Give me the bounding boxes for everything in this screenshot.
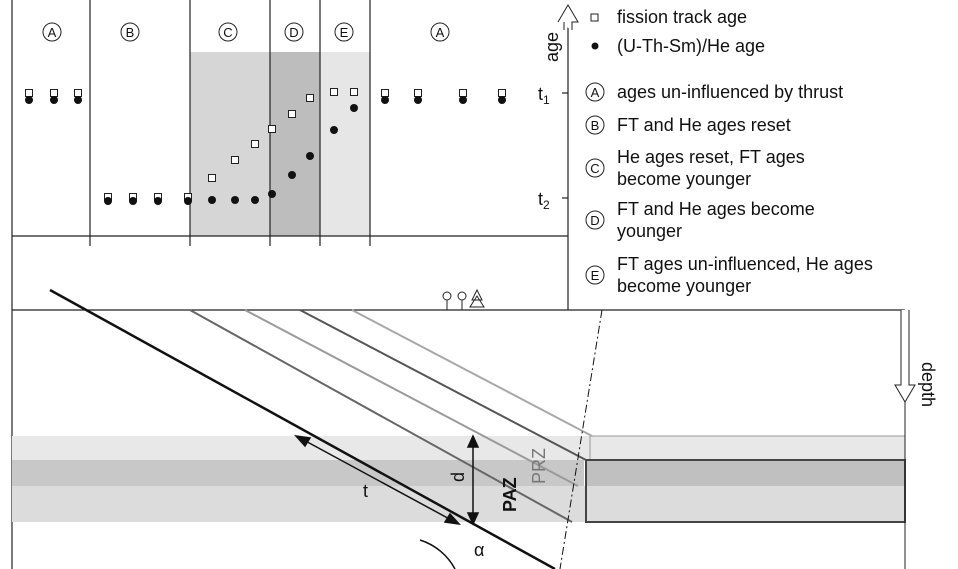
d-label: d xyxy=(448,472,468,482)
ft-age-marker xyxy=(499,90,506,97)
legend-text: younger xyxy=(617,221,682,241)
legend-text: (U-Th-Sm)/He age xyxy=(617,36,765,56)
zone-letter: A xyxy=(48,25,57,40)
prz-label: PRZ xyxy=(529,448,549,484)
ft-age-marker xyxy=(75,90,82,97)
zone-letter: D xyxy=(590,213,599,228)
zone-letter: E xyxy=(591,268,600,283)
legend-text: FT and He ages become xyxy=(617,199,815,219)
he-age-marker xyxy=(25,96,33,104)
zone-letter: C xyxy=(223,25,232,40)
ft-age-marker xyxy=(351,89,358,96)
he-age-marker xyxy=(381,96,389,104)
legend-text: He ages reset, FT ages xyxy=(617,147,805,167)
zone-e-fill xyxy=(320,52,370,236)
ft-age-marker xyxy=(209,175,216,182)
zone-letter: A xyxy=(591,85,600,100)
zone-d-fill xyxy=(270,52,320,236)
legend-text: ages un-influenced by thrust xyxy=(617,82,843,102)
zone-letter: E xyxy=(340,25,349,40)
legend-text: become younger xyxy=(617,169,751,189)
ft-age-marker xyxy=(382,90,389,97)
ft-age-marker xyxy=(331,89,338,96)
zone-letter: D xyxy=(289,25,298,40)
ft-age-marker xyxy=(415,90,422,97)
ft-age-marker xyxy=(232,157,239,164)
trees xyxy=(443,290,484,310)
he-age-marker xyxy=(129,197,137,205)
he-age-marker xyxy=(330,126,338,134)
zone-letter: B xyxy=(126,25,135,40)
prz-band-right xyxy=(590,436,905,460)
he-age-marker xyxy=(414,96,422,104)
he-age-marker xyxy=(251,196,259,204)
he-age-marker xyxy=(306,152,314,160)
ft-age-marker xyxy=(269,126,276,133)
band-left xyxy=(12,486,572,522)
he-age-marker xyxy=(268,190,276,198)
he-age-marker xyxy=(231,196,239,204)
alpha-label: α xyxy=(474,540,484,560)
ft-age-marker xyxy=(26,90,33,97)
ft-age-marker xyxy=(51,90,58,97)
t2-label: t2 xyxy=(538,189,550,212)
legend-square xyxy=(591,14,598,21)
he-age-marker xyxy=(288,171,296,179)
he-age-marker xyxy=(104,197,112,205)
legend-text: become younger xyxy=(617,276,751,296)
he-age-marker xyxy=(208,196,216,204)
band-right xyxy=(572,486,905,522)
ft-age-marker xyxy=(307,95,314,102)
he-age-marker xyxy=(154,197,162,205)
he-age-marker xyxy=(498,96,506,104)
ft-age-marker xyxy=(252,141,259,148)
age-arrow xyxy=(558,5,578,30)
he-age-marker xyxy=(74,96,82,104)
diagram: t d α PAZ PRZ age depth t1 t2 A B C D E Afiss… xyxy=(0,0,958,569)
legend-text: fission track age xyxy=(617,7,747,27)
ft-age-marker xyxy=(460,90,467,97)
paz-label: PAZ xyxy=(500,477,520,512)
t-label: t xyxy=(363,481,368,501)
age-label: age xyxy=(542,32,562,62)
thrust-fault xyxy=(50,290,555,569)
legend-text: FT ages un-influenced, He ages xyxy=(617,254,873,274)
he-age-marker xyxy=(459,96,467,104)
zone-letter: B xyxy=(591,118,600,133)
zone-letter: C xyxy=(590,161,599,176)
he-age-marker xyxy=(50,96,58,104)
legend-text: FT and He ages reset xyxy=(617,115,791,135)
he-age-marker xyxy=(184,197,192,205)
zone-letter: A xyxy=(436,25,445,40)
paz-band-right xyxy=(586,460,905,486)
t1-label: t1 xyxy=(538,84,550,107)
ft-age-marker xyxy=(289,111,296,118)
depth-label: depth xyxy=(918,362,938,407)
he-age-marker xyxy=(350,104,358,112)
legend-dot xyxy=(592,43,599,50)
depth-arrow xyxy=(895,310,915,402)
